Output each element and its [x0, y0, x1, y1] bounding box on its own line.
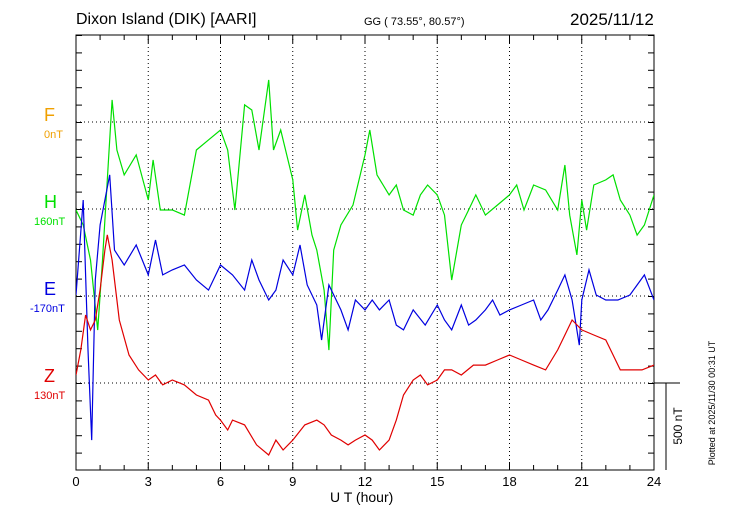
baseline-H: 160nT [34, 216, 66, 228]
baseline-F: 0nT [44, 129, 63, 141]
scale-label: 500 nT [671, 407, 685, 445]
label-H: H [44, 192, 57, 212]
label-Z: Z [44, 366, 55, 386]
x-tick-label: 18 [502, 474, 517, 489]
x-tick-label: 24 [646, 474, 662, 489]
x-axis-label: U T (hour) [330, 489, 394, 505]
x-tick-label: 0 [72, 474, 80, 489]
label-F: F [44, 105, 55, 125]
series-line-Z [76, 234, 654, 456]
plotted-timestamp: Plotted at 2025/11/30 00:31 UT [707, 340, 717, 466]
x-tick-label: 3 [144, 474, 152, 489]
x-tick-label: 12 [357, 474, 373, 489]
coordinates: GG ( 73.55°, 80.57°) [364, 16, 465, 28]
station-title: Dixon Island (DIK) [AARI] [76, 11, 257, 28]
x-tick-label: 6 [216, 474, 225, 489]
baseline-E: -170nT [30, 303, 65, 315]
label-E: E [44, 279, 57, 299]
plot-frame [75, 34, 655, 471]
date: 2025/11/12 [570, 10, 654, 29]
x-tick-label: 21 [574, 474, 589, 489]
x-tick-label: 9 [289, 474, 297, 489]
series-line-E [76, 174, 654, 441]
x-tick-label: 15 [430, 474, 445, 489]
baseline-Z: 130nT [34, 390, 66, 402]
series-line-H [76, 79, 654, 351]
